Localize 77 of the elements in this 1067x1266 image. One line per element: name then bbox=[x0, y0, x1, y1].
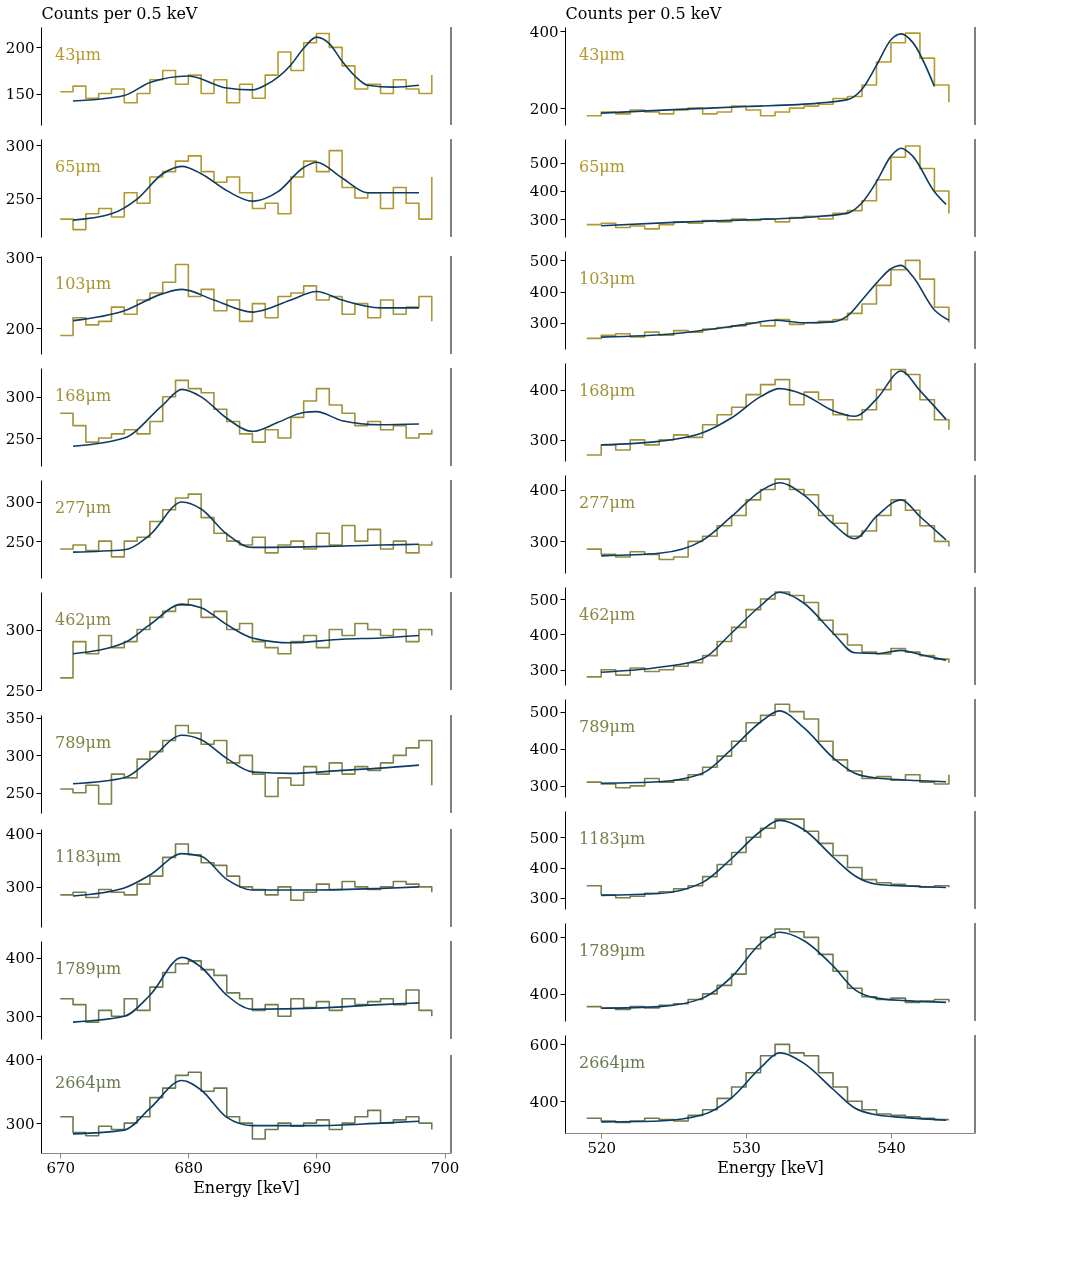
y-tick-label: 300 bbox=[5, 136, 35, 155]
y-tick-label: 400 bbox=[529, 1092, 559, 1111]
y-axis-title: Counts per 0.5 keV bbox=[565, 3, 722, 23]
annotation: 65μm bbox=[579, 157, 625, 176]
x-tick-label: 520 bbox=[587, 1138, 617, 1157]
x-axis-title: Energy [keV] bbox=[193, 1177, 300, 1197]
annotation: 789μm bbox=[579, 717, 636, 736]
y-tick-label: 300 bbox=[5, 621, 35, 640]
y-tick-label: 300 bbox=[5, 746, 35, 765]
y-tick-label: 500 bbox=[529, 251, 559, 270]
annotation: 168μm bbox=[579, 381, 636, 400]
y-tick-label: 600 bbox=[529, 1035, 559, 1054]
y-tick-label: 400 bbox=[5, 949, 35, 968]
annotation: 43μm bbox=[579, 45, 625, 64]
x-tick-label: 700 bbox=[430, 1158, 460, 1177]
y-tick-label: 400 bbox=[529, 740, 559, 759]
y-tick-label: 300 bbox=[529, 532, 559, 551]
annotation: 462μm bbox=[579, 605, 636, 624]
y-tick-label: 300 bbox=[529, 889, 559, 908]
x-tick-label: 670 bbox=[46, 1158, 76, 1177]
y-tick-label: 300 bbox=[5, 878, 35, 897]
annotation: 1183μm bbox=[55, 847, 122, 866]
y-tick-label: 200 bbox=[5, 319, 35, 338]
y-tick-label: 300 bbox=[5, 1007, 35, 1026]
annotation: 1789μm bbox=[579, 941, 646, 960]
annotation: 168μm bbox=[55, 386, 112, 405]
y-tick-label: 300 bbox=[5, 1114, 35, 1133]
y-tick-label: 200 bbox=[529, 99, 559, 118]
annotation: 43μm bbox=[55, 45, 101, 64]
annotation: 462μm bbox=[55, 610, 112, 629]
y-tick-label: 600 bbox=[529, 928, 559, 947]
y-tick-label: 300 bbox=[529, 210, 559, 229]
annotation: 65μm bbox=[55, 157, 101, 176]
annotation: 789μm bbox=[55, 733, 112, 752]
annotation: 1183μm bbox=[579, 829, 646, 848]
x-axis-title: Energy [keV] bbox=[717, 1157, 824, 1177]
annotation: 2664μm bbox=[55, 1073, 122, 1092]
y-tick-label: 400 bbox=[529, 22, 559, 41]
y-tick-label: 400 bbox=[529, 381, 559, 400]
y-tick-label: 400 bbox=[529, 182, 559, 201]
x-tick-label: 680 bbox=[174, 1158, 204, 1177]
y-tick-label: 300 bbox=[529, 777, 559, 796]
annotation: 277μm bbox=[55, 498, 112, 517]
annotation: 1789μm bbox=[55, 959, 122, 978]
y-tick-label: 400 bbox=[5, 1050, 35, 1069]
y-tick-label: 500 bbox=[529, 703, 559, 722]
y-axis-title: Counts per 0.5 keV bbox=[41, 3, 198, 23]
y-tick-label: 250 bbox=[5, 429, 35, 448]
annotation: 103μm bbox=[55, 274, 112, 293]
y-tick-label: 300 bbox=[5, 248, 35, 267]
x-tick-label: 530 bbox=[732, 1138, 761, 1157]
y-tick-label: 400 bbox=[529, 481, 559, 500]
annotation: 277μm bbox=[579, 493, 636, 512]
y-tick-label: 200 bbox=[5, 38, 35, 57]
annotation: 2664μm bbox=[579, 1053, 646, 1072]
y-tick-label: 250 bbox=[5, 784, 35, 803]
y-tick-label: 300 bbox=[529, 661, 559, 680]
y-tick-label: 250 bbox=[5, 681, 35, 700]
y-tick-label: 500 bbox=[529, 828, 559, 847]
x-tick-label: 690 bbox=[302, 1158, 332, 1177]
y-tick-label: 350 bbox=[5, 709, 35, 728]
y-tick-label: 300 bbox=[5, 388, 35, 407]
y-tick-label: 150 bbox=[5, 85, 35, 104]
y-tick-label: 300 bbox=[5, 493, 35, 512]
y-tick-label: 400 bbox=[529, 985, 559, 1004]
y-tick-label: 500 bbox=[529, 154, 559, 173]
y-tick-label: 300 bbox=[529, 431, 559, 450]
x-tick-label: 540 bbox=[877, 1138, 906, 1157]
annotation: 103μm bbox=[579, 269, 636, 288]
y-tick-label: 400 bbox=[529, 859, 559, 878]
y-tick-label: 300 bbox=[529, 314, 559, 333]
y-tick-label: 400 bbox=[529, 283, 559, 302]
y-tick-label: 400 bbox=[5, 824, 35, 843]
y-tick-label: 250 bbox=[5, 189, 35, 208]
y-tick-label: 400 bbox=[529, 625, 559, 644]
y-tick-label: 500 bbox=[529, 590, 559, 609]
y-tick-label: 250 bbox=[5, 532, 35, 551]
